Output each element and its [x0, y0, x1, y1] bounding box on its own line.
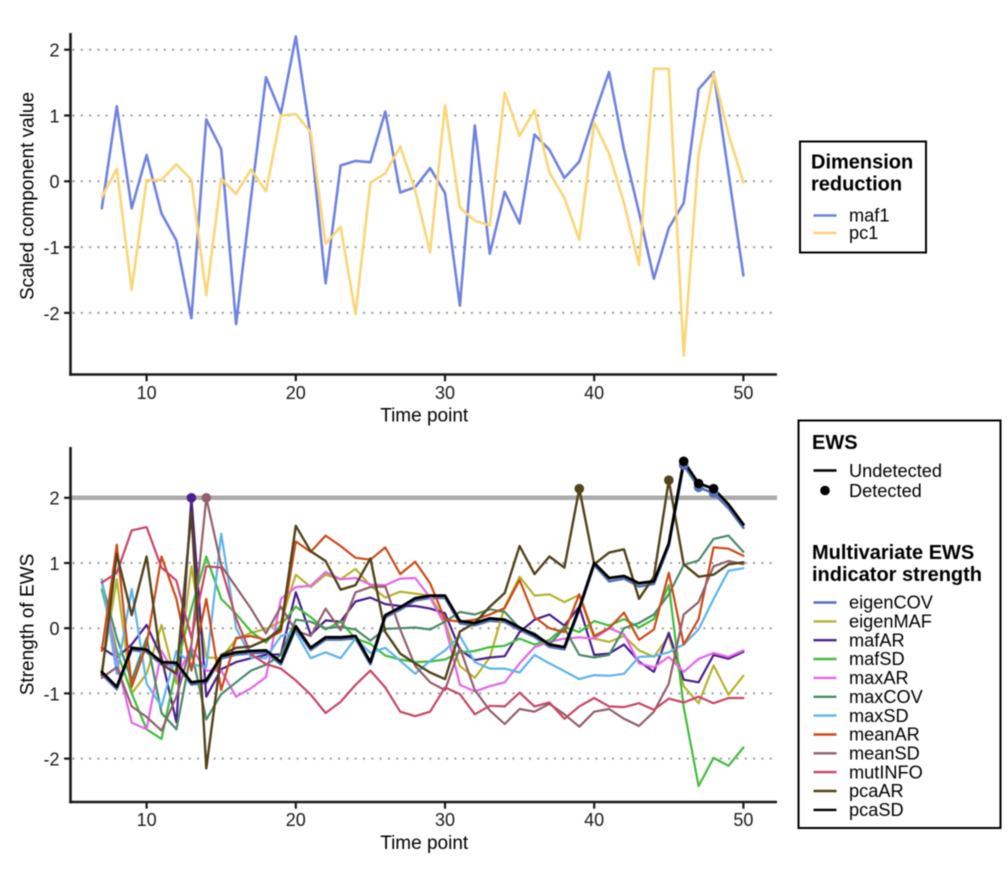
svg-text:50: 50: [733, 810, 753, 830]
svg-text:maxAR: maxAR: [849, 668, 909, 688]
svg-text:20: 20: [286, 383, 306, 403]
svg-text:Multivariate EWS: Multivariate EWS: [812, 542, 974, 564]
svg-text:maxCOV: maxCOV: [849, 687, 924, 707]
svg-text:2: 2: [49, 41, 59, 61]
svg-text:Detected: Detected: [849, 481, 922, 501]
svg-text:40: 40: [584, 810, 604, 830]
svg-text:-1: -1: [43, 238, 59, 258]
svg-text:meanAR: meanAR: [849, 725, 920, 745]
svg-text:-1: -1: [43, 684, 59, 704]
svg-text:pcaAR: pcaAR: [849, 781, 904, 801]
svg-text:Time point: Time point: [380, 833, 469, 854]
svg-text:mafAR: mafAR: [849, 630, 905, 650]
svg-text:reduction: reduction: [811, 174, 902, 196]
svg-text:40: 40: [584, 383, 604, 403]
svg-text:eigenMAF: eigenMAF: [849, 612, 932, 632]
svg-text:Undetected: Undetected: [849, 461, 942, 481]
svg-text:10: 10: [137, 810, 157, 830]
svg-text:20: 20: [286, 810, 306, 830]
svg-text:0: 0: [49, 619, 59, 639]
svg-text:30: 30: [435, 383, 455, 403]
svg-text:0: 0: [49, 172, 59, 192]
svg-text:Dimension: Dimension: [811, 152, 913, 174]
svg-text:mafSD: mafSD: [849, 649, 905, 669]
svg-text:maxSD: maxSD: [849, 706, 909, 726]
svg-text:pc1: pc1: [849, 223, 878, 243]
svg-text:Scaled component value: Scaled component value: [17, 92, 38, 300]
svg-text:maf1: maf1: [849, 206, 889, 226]
svg-text:Strength of EWS: Strength of EWS: [17, 554, 38, 696]
svg-text:10: 10: [137, 383, 157, 403]
svg-text:-2: -2: [43, 304, 59, 324]
svg-text:1: 1: [49, 554, 59, 574]
svg-text:indicator strength: indicator strength: [812, 564, 982, 586]
svg-text:1: 1: [49, 106, 59, 126]
svg-text:meanSD: meanSD: [849, 744, 920, 764]
svg-text:EWS: EWS: [812, 432, 858, 454]
svg-text:pcaSD: pcaSD: [849, 800, 904, 820]
svg-text:2: 2: [49, 489, 59, 509]
svg-text:30: 30: [435, 810, 455, 830]
svg-text:mutINFO: mutINFO: [849, 762, 923, 782]
svg-text:50: 50: [733, 383, 753, 403]
svg-text:Time point: Time point: [380, 406, 469, 427]
svg-text:eigenCOV: eigenCOV: [849, 593, 934, 613]
svg-text:-2: -2: [43, 750, 59, 770]
